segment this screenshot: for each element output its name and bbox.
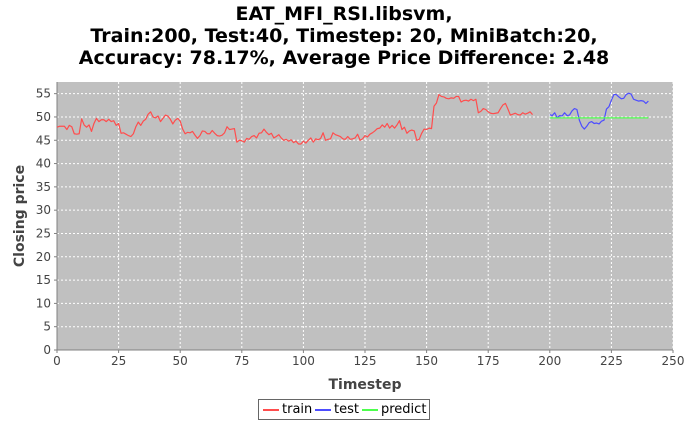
- y-tick-label: 40: [36, 157, 51, 171]
- legend-label-train: train: [282, 402, 313, 417]
- x-axis-label: Timestep: [329, 377, 402, 393]
- x-tick-label: 250: [662, 354, 685, 368]
- legend-label-predict: predict: [381, 402, 427, 417]
- y-tick-label: 30: [36, 203, 51, 217]
- y-tick-label: 45: [36, 133, 51, 147]
- x-tick-label: 75: [234, 354, 249, 368]
- x-tick-label: 50: [173, 354, 188, 368]
- chart-title-line-2: Train:200, Test:40, Timestep: 20, MiniBa…: [90, 25, 598, 47]
- legend: train test predict: [258, 399, 430, 420]
- y-tick-label: 0: [43, 343, 51, 357]
- x-tick-label: 0: [53, 354, 61, 368]
- y-tick-label: 35: [36, 180, 51, 194]
- chart-title-line-3: Accuracy: 78.17%, Average Price Differen…: [78, 47, 610, 69]
- x-tick-label: 225: [600, 354, 623, 368]
- y-tick-label: 50: [36, 110, 51, 124]
- x-tick-label: 175: [477, 354, 500, 368]
- axes: 0 25 50 75 100 125 150 175 200 225 250 0 5 10 15 20 25 30…: [36, 82, 685, 368]
- series-line-test: [549, 92, 649, 130]
- x-tick-label: 125: [354, 354, 377, 368]
- y-tick-label: 15: [36, 273, 51, 287]
- y-axis-label: Closing price: [12, 165, 28, 267]
- x-tick-label: 25: [111, 354, 126, 368]
- legend-swatch-train: [263, 408, 279, 411]
- y-tick-label: 55: [36, 87, 51, 101]
- legend-item-test: test: [315, 402, 359, 417]
- legend-swatch-test: [315, 408, 331, 411]
- x-tick-label: 200: [538, 354, 561, 368]
- x-tick-label: 150: [415, 354, 438, 368]
- series-lines: [56, 92, 649, 145]
- chart-title-line-1: EAT_MFI_RSI.libsvm,: [235, 3, 453, 25]
- legend-item-train: train: [263, 402, 312, 417]
- grid: [56, 82, 674, 351]
- legend-item-predict: predict: [362, 402, 426, 417]
- x-tick-label: 100: [292, 354, 315, 368]
- y-tick-label: 20: [36, 250, 51, 264]
- legend-swatch-predict: [362, 408, 378, 411]
- series-line-train: [56, 93, 534, 145]
- y-tick-label: 25: [36, 226, 51, 240]
- y-tick-label: 10: [36, 296, 51, 310]
- legend-label-test: test: [334, 402, 359, 417]
- y-tick-label: 5: [43, 320, 51, 334]
